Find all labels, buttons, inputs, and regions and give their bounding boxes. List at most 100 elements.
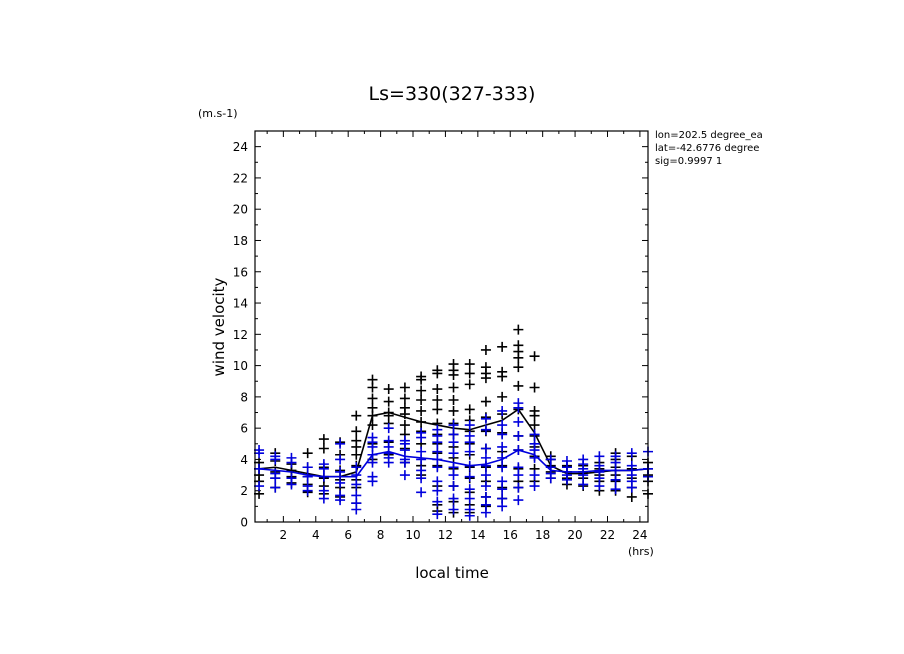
data-point	[302, 481, 313, 492]
data-point	[351, 479, 362, 490]
data-point	[399, 435, 410, 446]
data-point	[270, 482, 281, 493]
data-point	[626, 491, 637, 502]
data-point	[399, 470, 410, 481]
y-tick-label: 22	[233, 171, 248, 185]
x-tick-label: 22	[600, 528, 615, 542]
data-point	[335, 454, 346, 465]
data-point	[464, 446, 475, 457]
data-point	[480, 424, 491, 435]
data-point	[529, 420, 540, 431]
data-point	[318, 485, 329, 496]
data-point	[432, 384, 443, 395]
data-point	[529, 429, 540, 440]
data-point	[545, 454, 556, 465]
data-point	[318, 434, 329, 445]
y-tick-label: 14	[233, 297, 248, 311]
data-point	[432, 476, 443, 487]
y-tick-label: 6	[240, 422, 248, 436]
data-point	[561, 456, 572, 467]
data-point	[626, 460, 637, 471]
data-point	[513, 398, 524, 409]
x-tick-label: 12	[438, 528, 453, 542]
data-point	[399, 420, 410, 431]
data-point	[448, 504, 459, 515]
data-point	[383, 435, 394, 446]
mean-line	[258, 449, 649, 478]
data-point	[480, 470, 491, 481]
data-point	[383, 396, 394, 407]
x-tick-label: 10	[405, 528, 420, 542]
data-point	[497, 366, 508, 377]
data-point	[335, 490, 346, 501]
chart-title: Ls=330(327-333)	[369, 83, 536, 105]
data-point	[497, 405, 508, 416]
info-lon: lon=202.5 degree_ea	[655, 130, 763, 141]
data-point	[497, 493, 508, 504]
data-point	[367, 374, 378, 385]
data-point	[448, 493, 459, 504]
data-point	[335, 466, 346, 477]
data-point	[286, 473, 297, 484]
data-point	[383, 384, 394, 395]
data-marks	[254, 324, 653, 521]
data-point	[594, 451, 605, 462]
data-point	[480, 491, 491, 502]
data-point	[464, 484, 475, 495]
y-tick-label: 20	[233, 203, 248, 217]
y-axis-label: wind velocity	[210, 277, 228, 376]
data-point	[464, 471, 475, 482]
data-point	[464, 493, 475, 504]
data-point	[626, 448, 637, 459]
data-point	[432, 485, 443, 496]
x-tick-label: 20	[567, 528, 582, 542]
data-point	[610, 451, 621, 462]
data-point	[513, 462, 524, 473]
x-tick-label: 24	[632, 528, 647, 542]
data-point	[351, 462, 362, 473]
data-point	[497, 429, 508, 440]
data-point	[351, 490, 362, 501]
data-point	[416, 385, 427, 396]
data-point	[529, 438, 540, 449]
data-point	[513, 362, 524, 373]
data-point	[497, 341, 508, 352]
series-1	[254, 398, 653, 521]
x-tick-label: 2	[280, 528, 288, 542]
data-point	[578, 479, 589, 490]
data-point	[399, 382, 410, 393]
x-tick-label: 8	[377, 528, 385, 542]
data-point	[448, 420, 459, 431]
data-point	[432, 424, 443, 435]
data-point	[416, 465, 427, 476]
x-unit-label: (hrs)	[628, 545, 654, 558]
plot-frame	[254, 130, 649, 523]
axis-ticks: 2 4 6 8 10 12 14 16 18 20 22 2402468101214161820222…	[233, 131, 648, 542]
data-point	[367, 393, 378, 404]
data-point	[318, 443, 329, 454]
data-point	[529, 351, 540, 362]
data-point	[497, 462, 508, 473]
data-point	[416, 405, 427, 416]
data-point	[286, 452, 297, 463]
info-sig: sig=0.9997 1	[655, 156, 722, 167]
data-point	[367, 471, 378, 482]
data-point	[416, 427, 427, 438]
data-point	[464, 379, 475, 390]
data-point	[480, 362, 491, 373]
data-point	[432, 496, 443, 507]
y-tick-label: 18	[233, 234, 248, 248]
data-point	[432, 365, 443, 376]
info-clip-mask	[779, 125, 819, 170]
data-point	[335, 438, 346, 449]
x-tick-label: 14	[470, 528, 485, 542]
data-point	[270, 451, 281, 462]
data-point	[302, 471, 313, 482]
data-point	[254, 481, 265, 492]
data-point	[513, 430, 524, 441]
data-point	[416, 487, 427, 498]
data-point	[497, 391, 508, 402]
y-tick-label: 0	[240, 516, 248, 530]
x-tick-label: 18	[535, 528, 550, 542]
data-point	[399, 393, 410, 404]
